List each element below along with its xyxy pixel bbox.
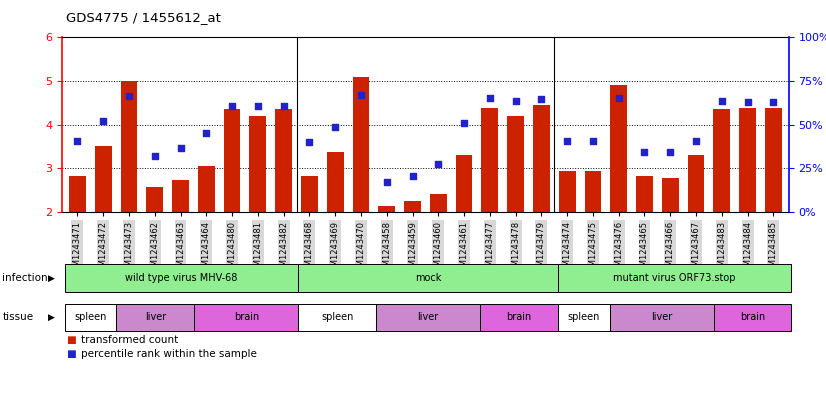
Text: brain: brain <box>506 312 531 322</box>
Text: mock: mock <box>415 273 441 283</box>
Point <box>200 130 213 136</box>
Bar <box>688 155 705 212</box>
Bar <box>301 176 318 212</box>
Bar <box>224 110 240 212</box>
Point <box>432 161 445 167</box>
Bar <box>69 176 86 212</box>
Text: percentile rank within the sample: percentile rank within the sample <box>81 349 257 360</box>
Bar <box>275 110 292 212</box>
Point <box>483 95 496 101</box>
Text: spleen: spleen <box>74 312 107 322</box>
Bar <box>507 116 524 212</box>
Point <box>329 124 342 130</box>
Text: liver: liver <box>417 312 439 322</box>
Bar <box>456 155 472 212</box>
Point <box>612 95 625 101</box>
Point <box>71 138 84 145</box>
Bar <box>585 171 601 212</box>
Bar <box>121 81 137 212</box>
Text: ▶: ▶ <box>48 313 55 322</box>
Point <box>354 92 368 98</box>
Point <box>767 99 780 105</box>
Point <box>534 95 548 102</box>
Bar <box>739 108 756 212</box>
Bar <box>482 108 498 212</box>
Bar <box>662 178 679 212</box>
Point <box>122 93 135 99</box>
Bar <box>610 85 627 212</box>
Point <box>458 119 471 126</box>
Point <box>148 153 161 160</box>
Bar <box>558 171 576 212</box>
Point <box>251 103 264 110</box>
Bar <box>353 77 369 212</box>
Point <box>561 138 574 145</box>
Text: GDS4775 / 1455612_at: GDS4775 / 1455612_at <box>66 11 221 24</box>
Point <box>225 103 239 110</box>
Point <box>690 138 703 145</box>
Point <box>406 173 419 180</box>
Point <box>509 97 522 104</box>
Point <box>663 149 676 155</box>
Text: ■: ■ <box>66 349 76 360</box>
Point <box>586 138 600 145</box>
Bar <box>533 105 550 212</box>
Text: ■: ■ <box>66 335 76 345</box>
Point <box>97 118 110 125</box>
Point <box>303 139 316 145</box>
Point <box>277 103 290 110</box>
Bar <box>172 180 189 212</box>
Point <box>638 149 651 155</box>
Point <box>174 144 188 151</box>
Bar <box>378 206 395 212</box>
Bar <box>714 110 730 212</box>
Bar <box>765 108 781 212</box>
Text: brain: brain <box>740 312 765 322</box>
Point <box>741 99 754 105</box>
Bar <box>404 201 421 212</box>
Text: liver: liver <box>145 312 166 322</box>
Text: spleen: spleen <box>321 312 354 322</box>
Text: ▶: ▶ <box>48 274 55 283</box>
Bar <box>327 152 344 212</box>
Text: liver: liver <box>651 312 672 322</box>
Bar <box>430 194 447 212</box>
Text: mutant virus ORF73.stop: mutant virus ORF73.stop <box>614 273 736 283</box>
Bar <box>249 116 266 212</box>
Text: brain: brain <box>234 312 259 322</box>
Text: transformed count: transformed count <box>81 335 178 345</box>
Text: wild type virus MHV-68: wild type virus MHV-68 <box>126 273 238 283</box>
Bar <box>636 176 653 212</box>
Text: spleen: spleen <box>567 312 600 322</box>
Bar <box>146 187 163 212</box>
Text: tissue: tissue <box>2 312 34 322</box>
Text: infection: infection <box>2 273 48 283</box>
Point <box>380 179 393 185</box>
Bar <box>95 146 112 212</box>
Bar <box>198 166 215 212</box>
Point <box>715 97 729 104</box>
